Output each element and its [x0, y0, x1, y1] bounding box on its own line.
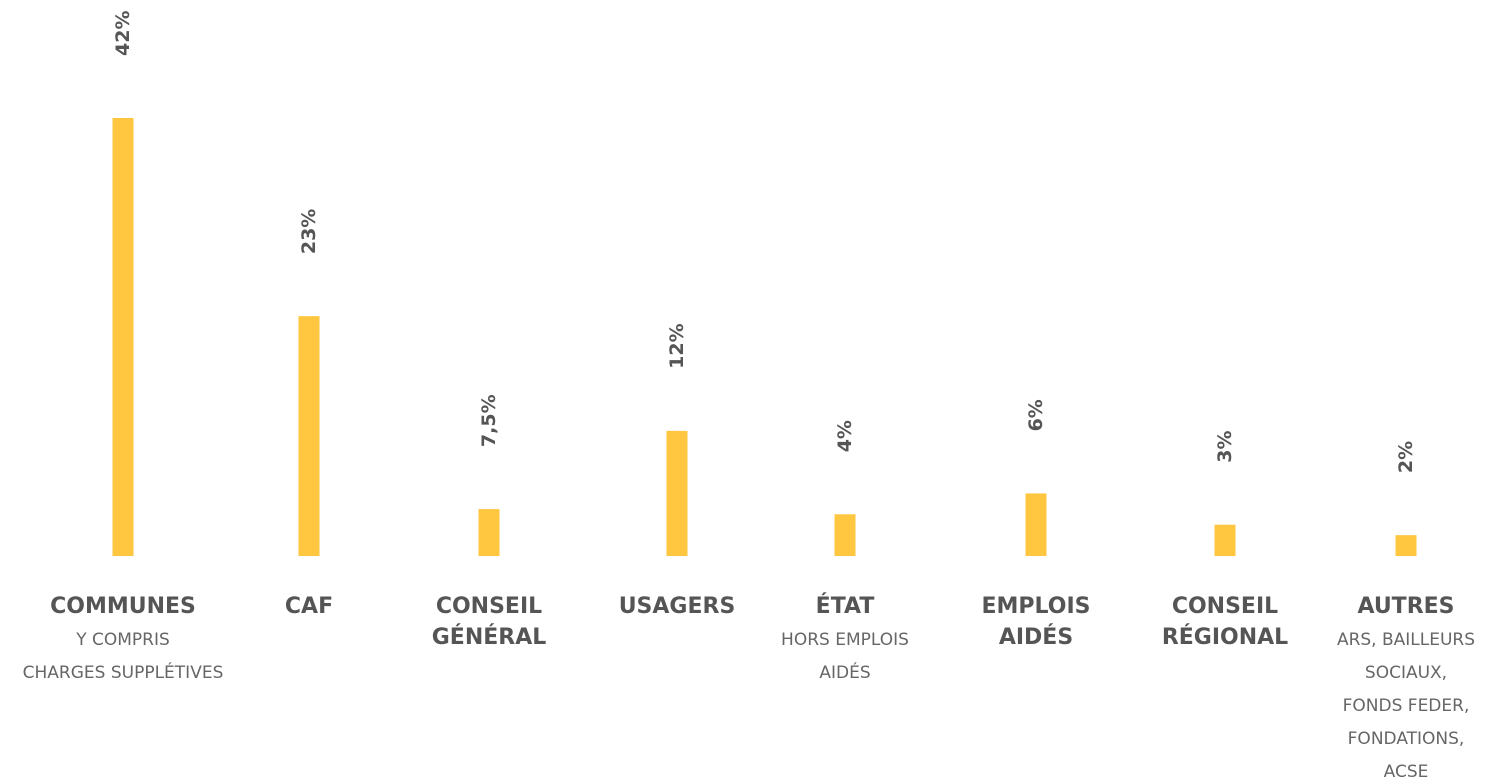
category-title-6-0: CONSEIL — [1172, 594, 1278, 619]
value-label-0: 42% — [112, 11, 134, 56]
category-subtitle-7-4: ACSE — [1384, 762, 1429, 781]
bar-0 — [112, 118, 134, 556]
category-title-7-0: AUTRES — [1357, 594, 1454, 619]
category-subtitle-7-2: FONDS FEDER, — [1343, 696, 1470, 716]
category-labels-group: COMMUNES Y COMPRIS CHARGES SUPPLÉTIVES CAF C… — [23, 593, 1475, 781]
category-title-2-0: CONSEIL — [436, 594, 542, 619]
value-label-4: 4% — [834, 420, 856, 452]
category-title-3-0: USAGERS — [619, 594, 736, 619]
category-title-1-0: CAF — [285, 594, 333, 619]
category-subtitle-0-1: CHARGES SUPPLÉTIVES — [23, 661, 224, 683]
bar-2 — [478, 509, 500, 556]
category-title-2-1: GÉNÉRAL — [432, 624, 547, 650]
category-title-0-0: COMMUNES — [50, 594, 196, 619]
bars-group — [112, 118, 1417, 556]
category-subtitle-7-0: ARS, BAILLEURS — [1337, 630, 1475, 650]
bar-6 — [1214, 524, 1236, 556]
category-subtitle-7-1: SOCIAUX, — [1365, 663, 1447, 683]
category-subtitle-4-0: HORS EMPLOIS — [781, 630, 909, 650]
value-labels-group: 42% 23% 7,5% 12% 4% 6% 3% 2% — [112, 11, 1417, 474]
bar-1 — [298, 316, 320, 556]
value-label-7: 2% — [1395, 441, 1417, 473]
category-title-4-0: ÉTAT — [816, 593, 875, 619]
category-subtitle-7-3: FONDATIONS, — [1348, 729, 1465, 749]
value-label-6: 3% — [1214, 430, 1236, 462]
value-label-1: 23% — [298, 209, 320, 254]
bar-7 — [1395, 535, 1417, 556]
bar-3 — [666, 430, 688, 556]
category-title-5-0: EMPLOIS — [981, 594, 1090, 619]
category-subtitle-4-1: AIDÉS — [819, 661, 870, 683]
value-label-3: 12% — [666, 323, 688, 368]
bar-5 — [1025, 493, 1047, 556]
category-title-5-1: AIDÉS — [999, 624, 1073, 650]
bar-4 — [834, 514, 856, 556]
value-label-5: 6% — [1025, 399, 1047, 431]
value-label-2: 7,5% — [478, 394, 500, 447]
category-subtitle-0-0: Y COMPRIS — [75, 630, 170, 650]
category-title-6-1: RÉGIONAL — [1162, 624, 1288, 650]
